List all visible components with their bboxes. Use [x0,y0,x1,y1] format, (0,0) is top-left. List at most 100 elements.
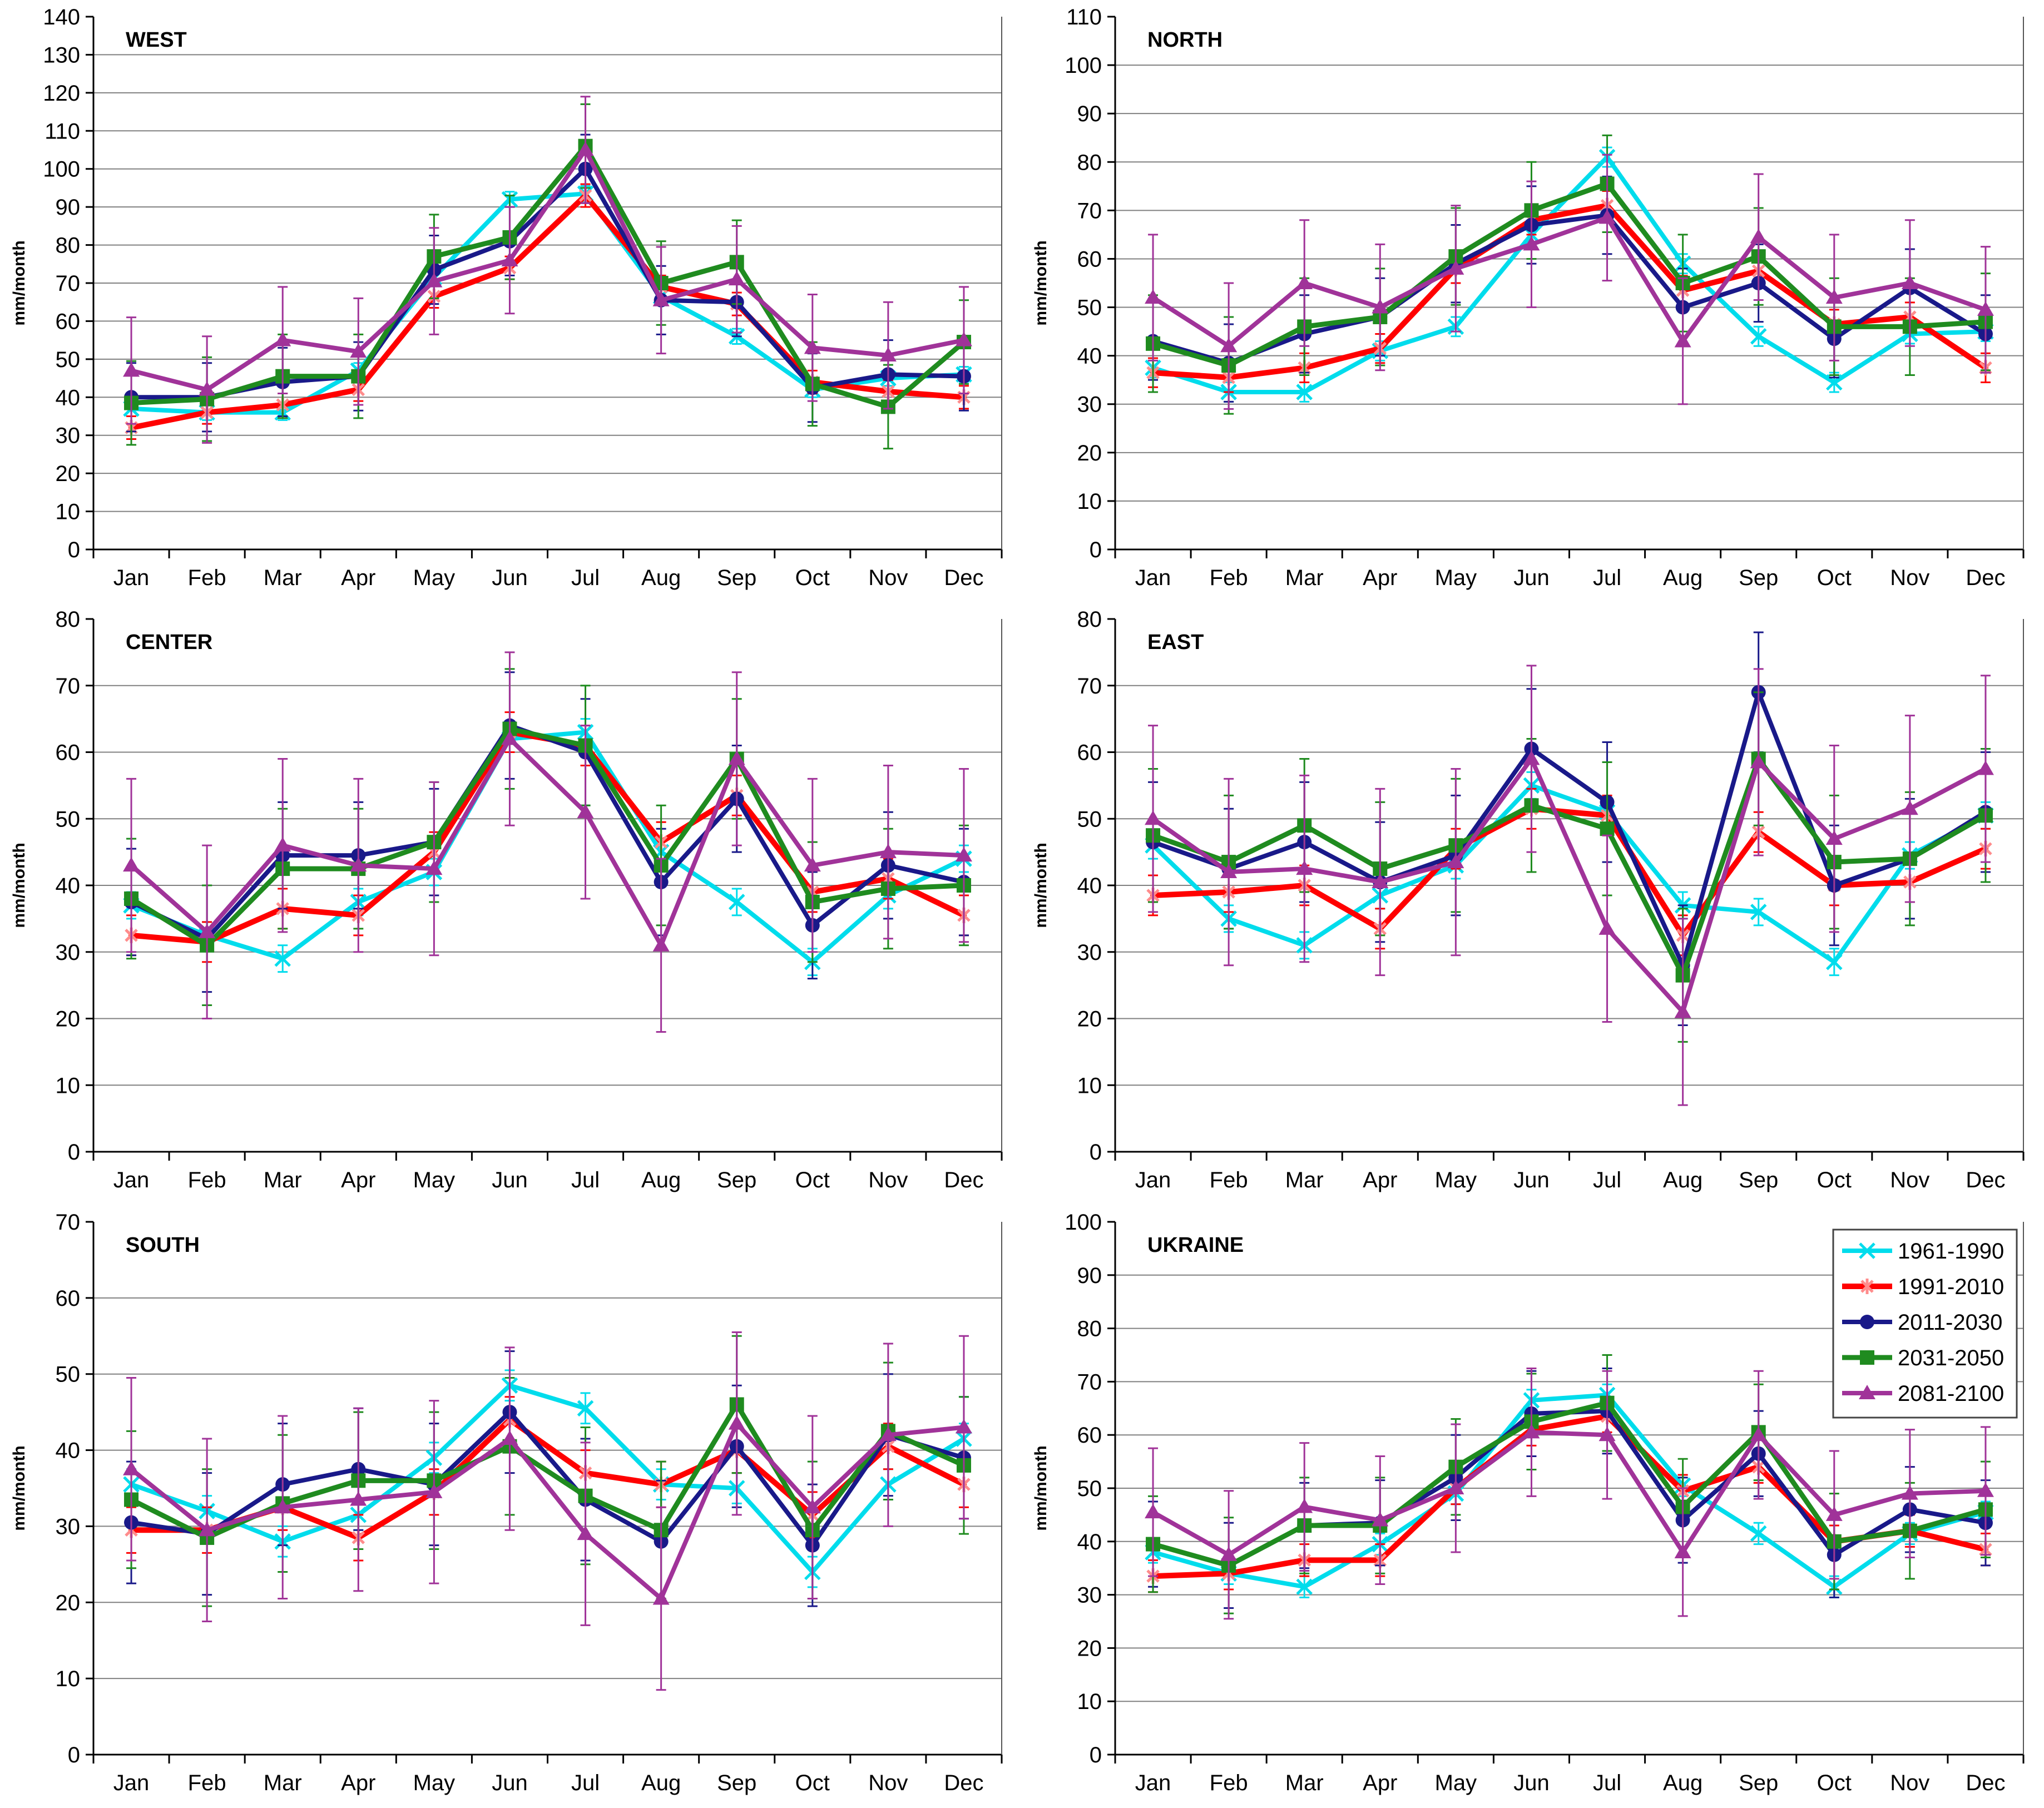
series-1991-2010 [125,711,971,963]
chart-west: 0 10 20 30 40 50 60 70 80 90 100 110 120 130 140 Jan Feb… [0,0,1022,602]
series-line-2031-2050 [128,1401,967,1540]
gridlines [93,54,1002,512]
x-tick-label-month: Jul [1593,1168,1621,1192]
x-tick-label-month: Jan [113,1168,150,1192]
x-marker-icon [1750,328,1767,345]
x-tick-label-month: Mar [264,1168,302,1192]
axes: 0 10 20 30 40 50 60 70 80 90 100 110 120 130 140 Jan Feb… [43,5,1003,590]
triangle-marker-icon [1220,338,1238,353]
triangle-marker-icon [1372,299,1389,314]
y-tick-label: 40 [56,385,81,410]
series-1961-1990 [123,718,972,977]
triangle-marker-icon [1674,333,1691,348]
y-tick-label: 50 [56,348,81,372]
x-tick-label-month: Jul [1593,1771,1621,1795]
x-tick-label-month: Apr [341,566,375,590]
triangle-marker-icon [955,331,972,346]
triangle-marker-icon [1296,1498,1313,1513]
y-tick-label: 40 [1077,874,1102,898]
series-line-2081-2100 [129,736,966,948]
y-axis-title: mm/month [10,1445,28,1530]
x-tick-label-month: Jan [1135,566,1171,590]
triangle-marker-icon [728,271,745,286]
chart-ukraine: 0 10 20 30 40 50 60 70 80 90 100 Jan Feb Mar Apr May Jun… [1022,1205,2044,1808]
chart-south: 0 10 20 30 40 50 60 70 Jan Feb Mar Apr May Jun Jul Aug S… [0,1205,1022,1808]
triangle-marker-icon [652,291,670,306]
x-tick-label-month: Apr [341,1771,375,1795]
y-tick-label: 10 [1077,489,1102,514]
y-tick-label: 110 [44,119,80,143]
triangle-marker-icon [1372,874,1389,889]
x-tick-label-month: May [413,566,456,590]
gridlines [93,1297,1002,1680]
series-line-1991-2010 [128,729,967,945]
triangle-marker-icon [1825,830,1843,845]
y-axis-title: mm/month [1032,240,1050,325]
y-axis-title: mm/month [1032,843,1050,928]
x-marker-icon [1296,1578,1313,1595]
triangle-marker-icon [1220,864,1238,879]
x-tick-label-month: Jul [571,1168,600,1192]
series-2031-2050 [124,1335,971,1607]
x-tick-label-month: Apr [1363,566,1397,590]
series-line-2011-2030 [129,1410,966,1548]
square-marker-icon [1860,1350,1874,1365]
x-tick-label-month: Feb [188,566,226,590]
x-tick-label-month: Sep [1739,1771,1778,1795]
triangle-marker-icon [1977,301,1994,316]
series-line-2031-2050 [128,143,967,409]
series-2031-2050 [1146,691,1993,1043]
y-tick-label: 20 [56,1591,81,1615]
triangle-marker-icon [1674,1543,1691,1558]
triangle-marker-icon [1145,1504,1162,1519]
x-tick-label-month: Jan [1135,1771,1171,1795]
triangle-marker-icon [350,857,367,872]
x-tick-label-month: Jan [1135,1168,1171,1192]
x-tick-label-month: Jun [1513,566,1550,590]
x-tick-label-month: Feb [1210,1771,1248,1795]
y-tick-label: 10 [56,500,81,524]
y-tick-label: 70 [1077,1370,1102,1394]
series-markers-2081-2100 [123,141,972,396]
x-tick-label-month: Sep [717,1771,756,1795]
y-tick-label: 70 [56,1210,81,1235]
y-axis-title: mm/month [10,843,28,928]
y-tick-label: 80 [56,607,81,632]
series-line-2031-2050 [1150,181,1988,368]
y-tick-label: 60 [56,1286,81,1311]
error-bars [1148,691,1991,1043]
legend-label: 1991-2010 [1898,1275,2004,1299]
chart-svg-south: 0 10 20 30 40 50 60 70 Jan Feb Mar Apr May Jun Jul Aug S… [10,1210,1003,1795]
series-line-1961-1990 [129,1383,966,1574]
x-tick-label-month: Jul [1593,566,1621,590]
series-line-2031-2050 [1150,1400,1988,1568]
y-tick-label: 40 [1077,1530,1102,1554]
triangle-marker-icon [879,844,897,859]
x-marker-icon [1750,1525,1767,1542]
triangle-marker-icon [1598,920,1616,935]
y-tick-label: 140 [43,5,80,29]
y-tick-label: 20 [1077,1636,1102,1661]
y-tick-label: 60 [56,741,81,765]
y-tick-label: 10 [56,1073,81,1098]
triangle-marker-icon [1296,275,1313,289]
y-tick-label: 110 [1066,5,1102,29]
x-tick-label-month: Feb [1210,566,1248,590]
x-tick-label-month: Apr [1363,1168,1397,1192]
triangle-marker-icon [1145,289,1162,304]
y-tick-label: 80 [1077,150,1102,175]
triangle-marker-icon [425,860,443,875]
series-line-1991-2010 [1150,202,1988,380]
triangle-marker-icon [1220,1546,1238,1561]
y-tick-label: 60 [1077,741,1102,765]
y-tick-label: 0 [68,538,80,562]
chart-north: 0 10 20 30 40 50 60 70 80 90 100 110 Jan Feb Mar Apr May… [1022,0,2044,602]
x-marker-icon [577,1400,594,1417]
asterisk-marker-icon [1860,1279,1874,1294]
chart-svg-west: 0 10 20 30 40 50 60 70 80 90 100 110 120 130 140 Jan Feb… [10,5,1003,590]
triangle-marker-icon [652,1590,670,1605]
triangle-marker-icon [1598,1426,1616,1442]
x-tick-label-month: Mar [1285,566,1324,590]
series-markers-2031-2050 [124,138,971,414]
triangle-marker-icon [199,923,216,938]
